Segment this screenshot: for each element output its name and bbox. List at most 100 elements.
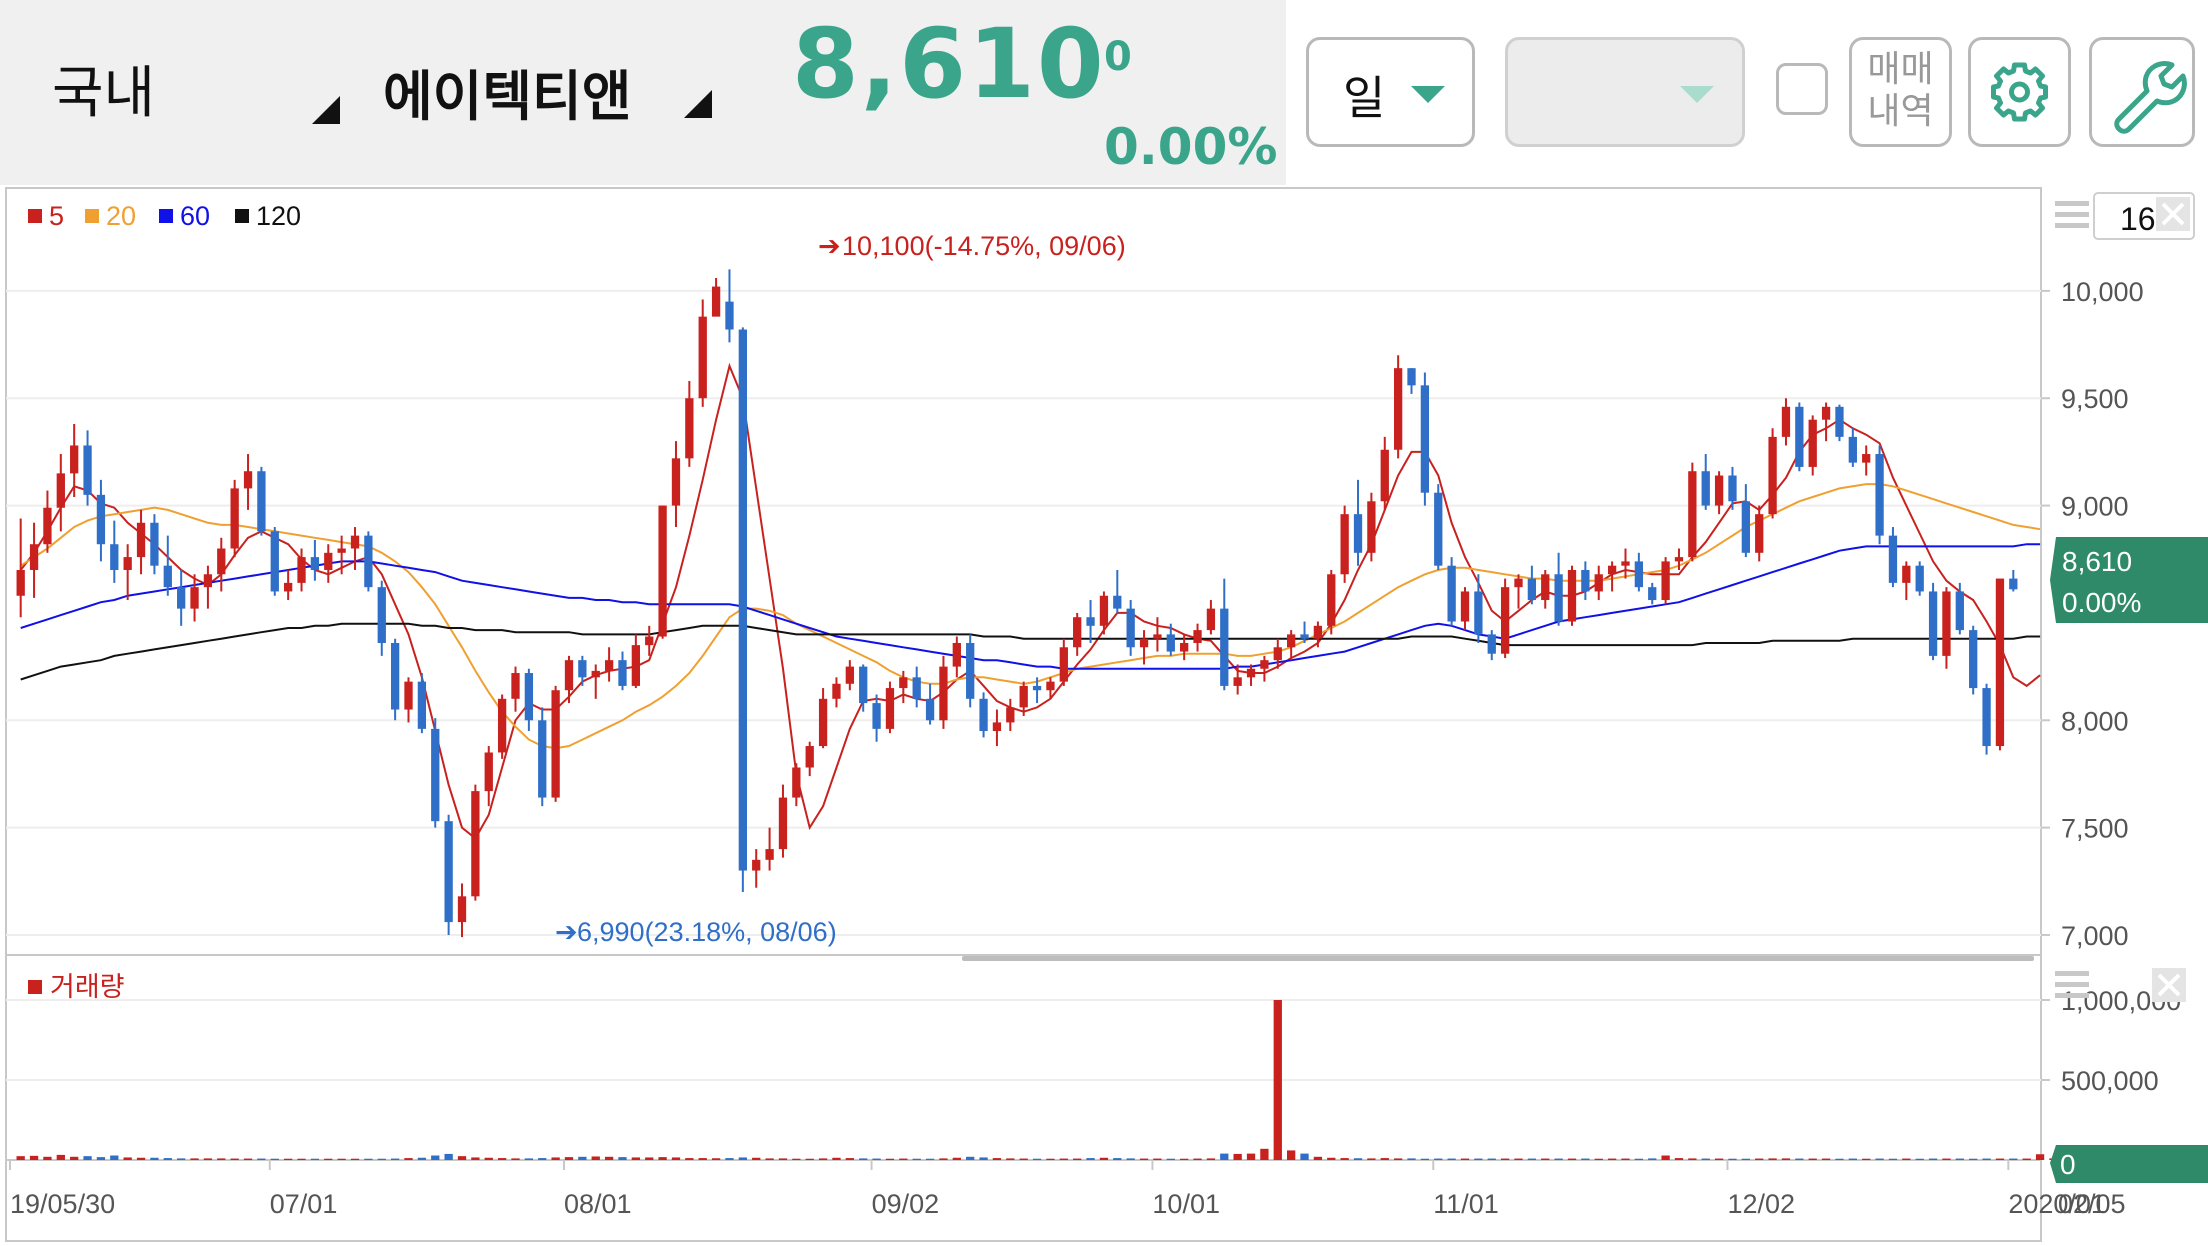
- candle-body: [431, 728, 440, 822]
- volume-bar: [872, 1158, 881, 1160]
- candle-body: [1902, 565, 1911, 583]
- time-tick-label: 09/02: [872, 1189, 940, 1219]
- trade-history-button[interactable]: 매매 내역: [1849, 37, 1952, 147]
- volume-bar: [631, 1157, 641, 1160]
- candle-body: [578, 660, 587, 678]
- current-price-tag-value: 8,610: [2062, 546, 2132, 577]
- candle-body: [16, 569, 25, 596]
- volume-bar: [1714, 1158, 1724, 1160]
- volume-bar: [1674, 1158, 1684, 1160]
- candle-body: [685, 398, 694, 459]
- volume-bar: [845, 1158, 854, 1160]
- volume-bar: [1447, 1158, 1456, 1160]
- candle-body: [1220, 608, 1229, 686]
- volume-bar: [150, 1157, 159, 1160]
- time-tick-label: 10/01: [1152, 1189, 1220, 1219]
- chart-area[interactable]: 10,000 9,500 9,000 8,000 7,500 7,000 1,000,00…: [0, 185, 2208, 1242]
- volume-bar: [1193, 1158, 1202, 1160]
- candle-body: [524, 673, 534, 721]
- ma-legend: 5 20 60 120: [28, 201, 301, 231]
- volume-bar: [685, 1158, 694, 1160]
- candle-body: [698, 316, 707, 399]
- candle-body: [377, 587, 386, 643]
- volume-bar: [1567, 1158, 1577, 1160]
- volume-bar: [1474, 1158, 1483, 1160]
- candle-body: [1594, 574, 1603, 592]
- candle-body: [1193, 630, 1202, 643]
- candle-body: [270, 531, 279, 592]
- price-tick-label: 9,500: [2061, 384, 2129, 414]
- volume-bar: [29, 1155, 39, 1160]
- volume-bar: [1969, 1158, 1978, 1160]
- scrollbar[interactable]: [962, 956, 2034, 961]
- volume-bar: [1728, 1158, 1737, 1160]
- candle-body: [899, 677, 908, 689]
- candle-body: [1447, 565, 1456, 622]
- volume-panel-menu-icon[interactable]: [2055, 971, 2089, 998]
- legend-label-120: 120: [256, 201, 301, 231]
- stock-dropdown-icon[interactable]: [684, 90, 712, 118]
- ma-line-120: [20, 622, 2041, 681]
- current-pct-tag-value: 0.00%: [2062, 587, 2141, 618]
- volume-bar: [243, 1158, 253, 1160]
- stock-name[interactable]: 에이텍티앤: [383, 65, 632, 128]
- candle-body: [1728, 475, 1737, 502]
- volume-bar: [992, 1158, 1002, 1160]
- tools-button[interactable]: [2089, 37, 2195, 147]
- candle-body: [404, 681, 413, 710]
- candle-body: [123, 557, 132, 570]
- candle-body: [538, 720, 547, 798]
- candle-body: [1581, 569, 1590, 592]
- close-icon[interactable]: [2156, 197, 2190, 231]
- close-icon[interactable]: [2152, 968, 2186, 1002]
- candle-body: [324, 552, 333, 570]
- candle-body: [1541, 574, 1550, 601]
- ma-line-60: [20, 543, 2041, 670]
- volume-bar: [1915, 1158, 1924, 1160]
- market-dropdown-icon[interactable]: [312, 96, 340, 124]
- volume-bar: [1393, 1158, 1403, 1160]
- volume-bar: [1460, 1158, 1470, 1160]
- low-annotation: 6,990(23.18%, 08/06): [577, 917, 837, 947]
- volume-bar: [56, 1154, 65, 1160]
- period-select[interactable]: 일: [1306, 37, 1475, 147]
- candle-body: [1875, 454, 1884, 536]
- candle-body: [136, 522, 146, 558]
- price-panel-menu-icon[interactable]: [2055, 201, 2089, 228]
- settings-button[interactable]: [1968, 37, 2071, 147]
- candle-body: [725, 301, 734, 330]
- secondary-select[interactable]: [1505, 37, 1745, 147]
- candle-body: [56, 473, 65, 508]
- candle-body: [658, 505, 667, 637]
- candle-body: [1688, 471, 1697, 558]
- candle-body: [1153, 634, 1162, 639]
- legend-label-5: 5: [49, 201, 64, 231]
- candle-body: [471, 791, 480, 897]
- volume-bar: [591, 1156, 600, 1160]
- price-chart[interactable]: 10,000 9,500 9,000 8,000 7,500 7,000 1,000,00…: [0, 185, 2208, 1242]
- candle-body: [925, 698, 935, 721]
- volume-bar: [1126, 1158, 1135, 1160]
- price-change-pct: 0.00%: [1104, 118, 1278, 176]
- market-selector[interactable]: 국내: [52, 61, 156, 126]
- current-price: 8,610: [792, 8, 1106, 120]
- volume-bar: [471, 1157, 480, 1160]
- candle-body: [364, 535, 373, 588]
- volume-bar: [70, 1156, 79, 1160]
- volume-tick-label: 500,000: [2061, 1066, 2159, 1096]
- volume-bar: [1407, 1158, 1416, 1160]
- overlay-checkbox[interactable]: [1776, 63, 1828, 115]
- volume-bar: [1875, 1158, 1884, 1160]
- volume-bar: [1032, 1158, 1042, 1160]
- volume-bar: [310, 1158, 320, 1160]
- volume-bar: [1621, 1158, 1630, 1160]
- candle-body: [1126, 608, 1135, 648]
- volume-bar: [1367, 1158, 1376, 1160]
- candle-body: [297, 557, 306, 583]
- candle-body: [1367, 501, 1376, 553]
- grid-lines: [6, 289, 2041, 1081]
- volume-title: 거래량: [50, 972, 125, 1002]
- candle-body: [444, 821, 453, 923]
- candle-body: [257, 471, 266, 532]
- candle-body: [1474, 591, 1483, 635]
